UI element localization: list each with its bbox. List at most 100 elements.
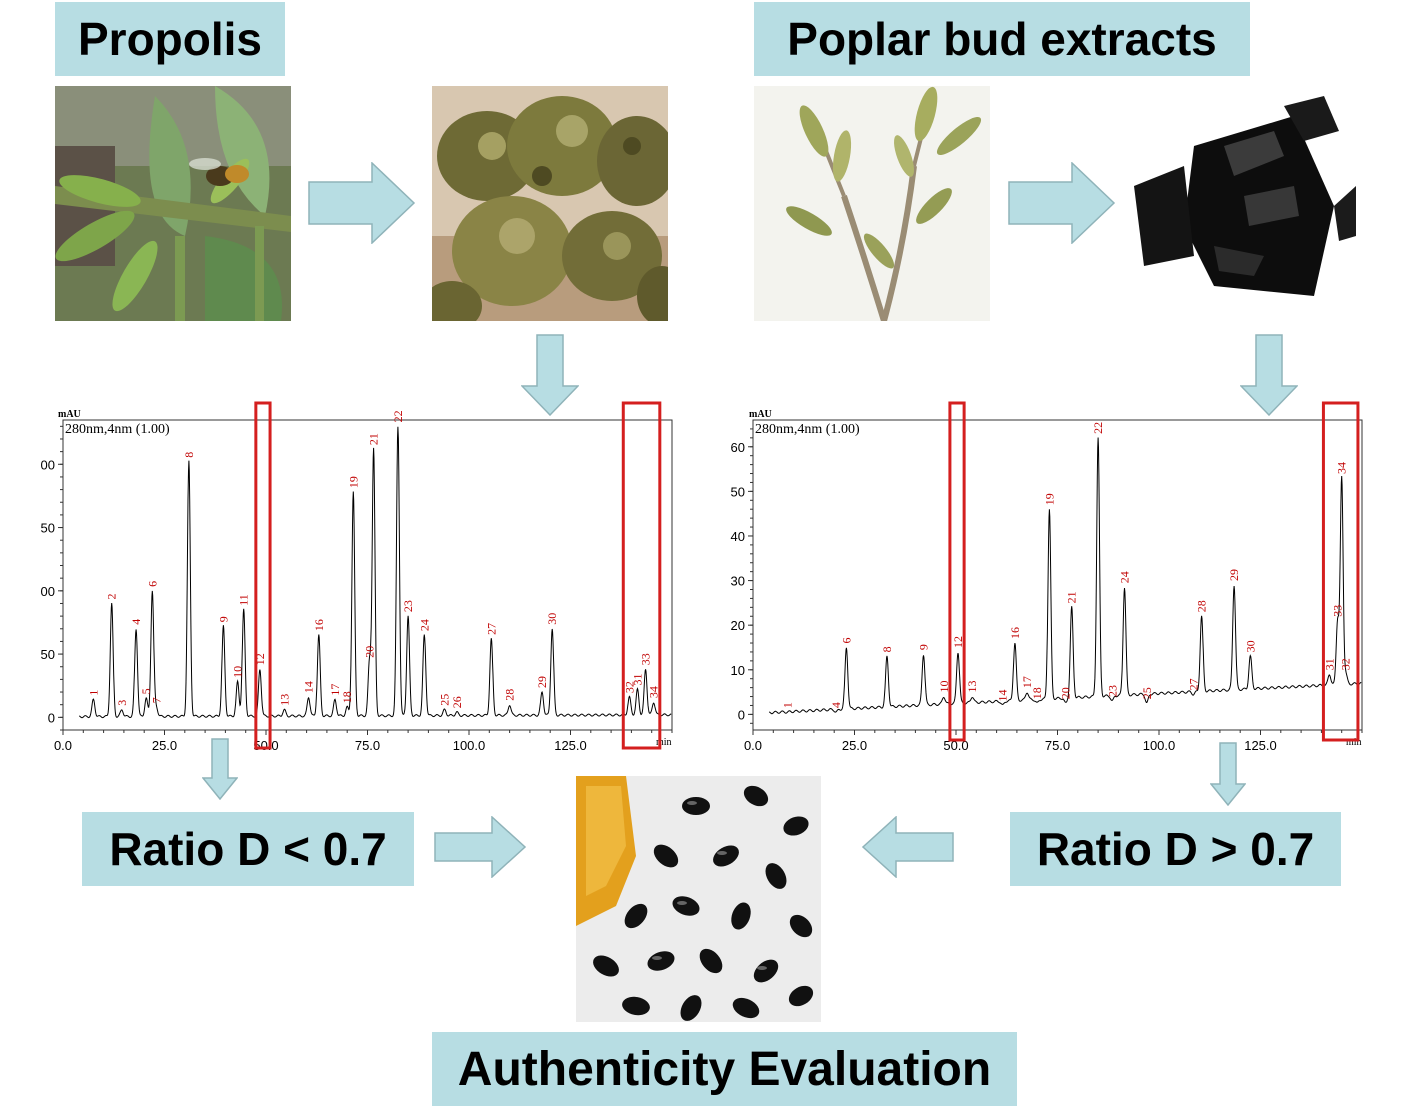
poplar-buds-photo bbox=[754, 86, 990, 321]
arrow-right-icon bbox=[308, 162, 416, 244]
peak-label: 17 bbox=[1020, 676, 1034, 688]
peak-label: 3 bbox=[115, 700, 129, 706]
bee-on-poplar-photo bbox=[55, 86, 291, 321]
peak-label: 22 bbox=[391, 410, 405, 422]
peak-label: 21 bbox=[1065, 591, 1079, 603]
peak-label: 26 bbox=[450, 696, 464, 708]
peak-label: 18 bbox=[1030, 687, 1044, 699]
x-tick-label: 125.0 bbox=[554, 738, 587, 753]
peak-label: 16 bbox=[312, 619, 326, 631]
peak-label: 33 bbox=[639, 653, 653, 665]
poplar-extract-photo bbox=[1134, 86, 1356, 321]
peak-label: 2 bbox=[105, 593, 119, 599]
x-axis-unit: min bbox=[1346, 737, 1362, 748]
peak-label: 31 bbox=[630, 674, 644, 686]
x-tick-label: 100.0 bbox=[1143, 738, 1176, 753]
peak-label: 1 bbox=[86, 690, 100, 696]
peak-label: 13 bbox=[965, 681, 979, 693]
peak-label: 19 bbox=[1042, 493, 1056, 505]
peak-label: 30 bbox=[545, 613, 559, 625]
peak-label: 19 bbox=[346, 476, 360, 488]
x-tick-label: 25.0 bbox=[152, 738, 177, 753]
y-tick-label: 200 bbox=[40, 457, 55, 472]
peak-label: 17 bbox=[328, 684, 342, 696]
peak-label: 33 bbox=[1331, 605, 1345, 617]
peak-label: 18 bbox=[340, 691, 354, 703]
highlight-box bbox=[621, 401, 662, 750]
peak-label: 32 bbox=[1339, 658, 1353, 670]
x-tick-label: 0.0 bbox=[744, 738, 762, 753]
peak-label: 12 bbox=[951, 636, 965, 648]
y-tick-label: 100 bbox=[40, 584, 55, 599]
peak-label: 25 bbox=[1140, 687, 1154, 699]
arrow-left-icon bbox=[862, 816, 954, 878]
softgel-capsules-photo bbox=[576, 776, 821, 1022]
y-tick-label: 0 bbox=[738, 707, 745, 722]
y-tick-label: 20 bbox=[731, 618, 745, 633]
peak-label: 14 bbox=[996, 689, 1010, 701]
detector-setting: 280nm,4nm (1.00) bbox=[65, 422, 170, 437]
y-tick-label: 40 bbox=[731, 529, 745, 544]
peak-label: 14 bbox=[302, 681, 316, 693]
raw-propolis-photo bbox=[432, 86, 668, 321]
peak-label: 28 bbox=[503, 689, 517, 701]
arrow-right-icon bbox=[1008, 162, 1116, 244]
x-tick-label: 100.0 bbox=[453, 738, 486, 753]
x-axis-unit: min bbox=[656, 737, 672, 748]
peak-label: 25 bbox=[438, 694, 452, 706]
peak-label: 11 bbox=[237, 594, 251, 606]
ratio-left-label: Ratio D < 0.7 bbox=[82, 812, 414, 886]
y-tick-label: 50 bbox=[731, 484, 745, 499]
detector-setting: 280nm,4nm (1.00) bbox=[755, 422, 860, 437]
y-tick-label: 0 bbox=[48, 710, 55, 725]
propolis-label: Propolis bbox=[55, 2, 285, 76]
peak-label: 4 bbox=[829, 702, 843, 708]
y-tick-label: 30 bbox=[731, 574, 745, 589]
x-tick-label: 125.0 bbox=[1244, 738, 1277, 753]
propolis-chromatogram: mAU 280nm,4nm (1.00) min 0 50 100 150 200 0.0 25.… bbox=[40, 401, 673, 753]
peak-label: 30 bbox=[1243, 640, 1257, 652]
y-tick-label: 10 bbox=[731, 663, 745, 678]
chromatogram-trace bbox=[78, 426, 672, 719]
poplar-bud-label: Poplar bud extracts bbox=[754, 2, 1250, 76]
x-tick-label: 50.0 bbox=[943, 738, 968, 753]
peak-label: 9 bbox=[216, 616, 230, 622]
peak-label: 23 bbox=[1105, 685, 1119, 697]
peak-label: 4 bbox=[129, 619, 143, 625]
peak-label: 22 bbox=[1091, 422, 1105, 434]
peak-label: 1 bbox=[781, 702, 795, 708]
peak-label: 24 bbox=[417, 619, 431, 631]
peak-label: 29 bbox=[1227, 569, 1241, 581]
highlight-box bbox=[1321, 401, 1360, 742]
peak-label: 34 bbox=[647, 686, 661, 698]
authenticity-label: Authenticity Evaluation bbox=[432, 1032, 1017, 1106]
peak-label: 9 bbox=[917, 644, 931, 650]
x-tick-label: 75.0 bbox=[1045, 738, 1070, 753]
y-tick-label: 150 bbox=[40, 521, 55, 536]
peak-label: 16 bbox=[1008, 627, 1022, 639]
poplar-chromatogram: mAU 280nm,4nm (1.00) min 0 10 20 30 40 50 60 0.0 25… bbox=[731, 401, 1363, 753]
peak-label: 21 bbox=[367, 433, 381, 445]
arrow-down-icon bbox=[202, 738, 238, 800]
peak-label: 6 bbox=[145, 581, 159, 587]
peak-label: 29 bbox=[535, 676, 549, 688]
y-tick-label: 50 bbox=[41, 647, 55, 662]
plot-frame bbox=[62, 419, 673, 731]
peak-label: 24 bbox=[1117, 571, 1131, 583]
peak-label: 8 bbox=[880, 646, 894, 652]
peak-label: 34 bbox=[1335, 462, 1349, 474]
peak-label: 10 bbox=[231, 666, 245, 678]
y-axis-unit: mAU bbox=[749, 409, 772, 420]
peak-label: 20 bbox=[1059, 687, 1073, 699]
arrow-right-icon bbox=[434, 816, 526, 878]
peak-label: 28 bbox=[1195, 600, 1209, 612]
peak-label: 8 bbox=[182, 452, 196, 458]
peak-label: 10 bbox=[937, 681, 951, 693]
x-tick-label: 25.0 bbox=[842, 738, 867, 753]
peak-label: 13 bbox=[277, 694, 291, 706]
peak-label: 7 bbox=[149, 697, 163, 703]
y-axis-unit: mAU bbox=[58, 409, 81, 420]
peak-label: 23 bbox=[401, 600, 415, 612]
highlight-box bbox=[948, 401, 966, 742]
x-tick-label: 0.0 bbox=[54, 738, 72, 753]
